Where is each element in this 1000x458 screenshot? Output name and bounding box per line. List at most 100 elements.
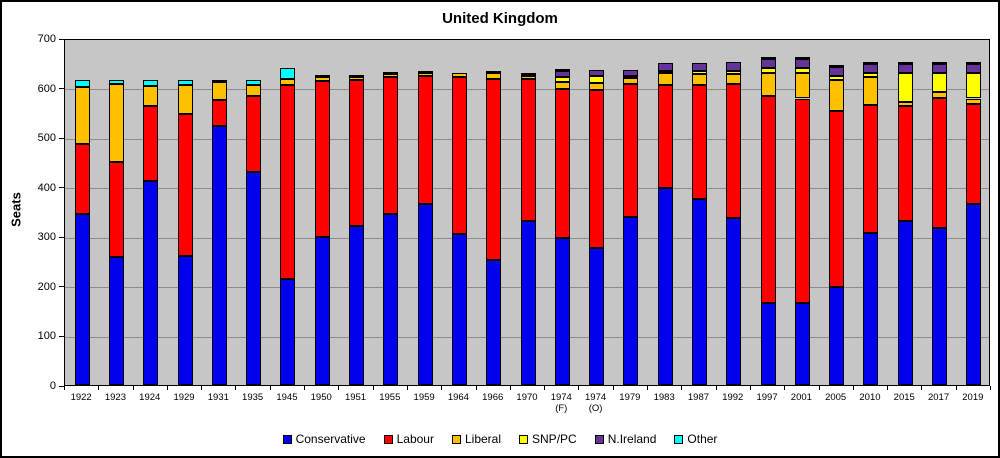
bar-segment-n-ireland (726, 62, 742, 71)
bar-segment-other (863, 61, 879, 64)
x-tick-mark (441, 386, 443, 390)
y-tick-mark (59, 137, 64, 139)
bar-segment-labour (691, 85, 707, 199)
bar-1987 (691, 38, 707, 385)
x-tick-mark (578, 386, 580, 390)
bar-segment-liberal (623, 78, 639, 84)
bar-segment-labour (108, 162, 124, 258)
x-tick-mark (235, 386, 237, 390)
x-tick-mark (887, 386, 889, 390)
x-tick-mark (166, 386, 168, 390)
bar-segment-snp-pc (863, 72, 879, 78)
bar-segment-labour (211, 100, 227, 127)
bar-segment-n-ireland (932, 63, 948, 73)
bar-segment-labour (657, 84, 673, 189)
y-tick-label: 700 (37, 33, 56, 45)
bar-segment-liberal (486, 73, 502, 80)
bar-segment-conservative (589, 247, 605, 385)
x-tick-mark (64, 386, 65, 390)
bar-segment-liberal (726, 74, 742, 85)
legend-label: N.Ireland (607, 432, 657, 446)
bar-segment-conservative (760, 303, 776, 385)
bar-segment-other (794, 57, 810, 60)
bar-segment-liberal (932, 92, 948, 98)
x-tick-mark (681, 386, 683, 390)
legend-item-n-ireland: N.Ireland (594, 432, 657, 446)
x-tick-label: 1997 (756, 392, 778, 403)
bar-segment-liberal (897, 102, 913, 107)
bar-2001 (794, 38, 810, 385)
chart-title: United Kingdom (442, 10, 558, 27)
y-tick-mark (59, 88, 64, 90)
bar-1931 (211, 38, 227, 385)
bar-segment-labour (417, 76, 433, 205)
bar-segment-labour (246, 95, 262, 172)
bar-segment-conservative (657, 188, 673, 385)
x-tick-mark (304, 386, 306, 390)
x-tick-mark (406, 386, 408, 390)
x-tick-mark (749, 386, 751, 390)
x-tick-label: 2019 (962, 392, 984, 403)
x-tick-mark (715, 386, 717, 390)
bar-1979 (623, 38, 639, 385)
y-tick-mark (59, 187, 64, 189)
bar-1970 (520, 38, 536, 385)
bar-segment-conservative (108, 257, 124, 385)
bar-segment-snp-pc (932, 72, 948, 93)
bar-segment-snp-pc (726, 70, 742, 75)
x-tick-mark (612, 386, 614, 390)
bar-1997 (760, 38, 776, 385)
bar-1950 (314, 38, 330, 385)
x-tick-mark (201, 386, 203, 390)
bar-segment-liberal (863, 77, 879, 106)
legend-swatch (594, 434, 604, 444)
bar-segment-snp-pc (589, 76, 605, 84)
bar-segment-liberal (589, 83, 605, 90)
bar-2015 (897, 38, 913, 385)
legend-item-snp-pc: SNP/PC (519, 432, 577, 446)
x-tick-label: 1992 (722, 392, 744, 403)
bar-segment-liberal (74, 87, 90, 145)
bar-segment-labour (726, 84, 742, 219)
x-tick-mark (132, 386, 134, 390)
bar-1966 (486, 38, 502, 385)
bar-segment-labour (520, 78, 536, 222)
bar-segment-n-ireland (657, 62, 673, 72)
legend-item-conservative: Conservative (282, 432, 366, 446)
bar-segment-labour (451, 77, 467, 235)
x-tick-mark (852, 386, 854, 390)
y-tick-label: 600 (37, 82, 56, 95)
bar-segment-liberal (108, 84, 124, 163)
bar-1945 (280, 38, 296, 385)
bar-1983 (657, 38, 673, 385)
bar-segment-conservative (177, 256, 193, 385)
bar-segment-n-ireland (554, 71, 570, 78)
bar-segment-liberal (314, 76, 330, 82)
bar-1922 (74, 38, 90, 385)
bar-segment-conservative (246, 171, 262, 385)
x-tick-label: 1931 (207, 392, 229, 403)
bar-segment-n-ireland (794, 59, 810, 69)
bar-segment-conservative (726, 218, 742, 385)
bar-segment-snp-pc (966, 72, 982, 99)
bar-segment-labour (383, 77, 399, 215)
y-tick-mark (59, 236, 64, 238)
bar-1955 (383, 38, 399, 385)
y-tick-label: 100 (37, 330, 56, 343)
bar-segment-conservative (486, 259, 502, 385)
bar-segment-liberal (417, 73, 433, 77)
bar-segment-labour (314, 81, 330, 238)
legend-label: Liberal (464, 432, 502, 446)
bar-segment-other (280, 67, 296, 79)
bar-segment-n-ireland (966, 63, 982, 73)
bar-segment-n-ireland (829, 66, 845, 76)
y-tick-mark (59, 286, 64, 288)
bar-segment-snp-pc (623, 76, 639, 79)
bar-segment-other (966, 61, 982, 64)
bar-segment-labour (177, 113, 193, 257)
x-tick-label: 1987 (687, 392, 710, 403)
bar-segment-other (520, 72, 536, 76)
bar-segment-conservative (383, 214, 399, 385)
x-tick-label: 2015 (893, 392, 915, 403)
bar-segment-labour (349, 79, 365, 226)
